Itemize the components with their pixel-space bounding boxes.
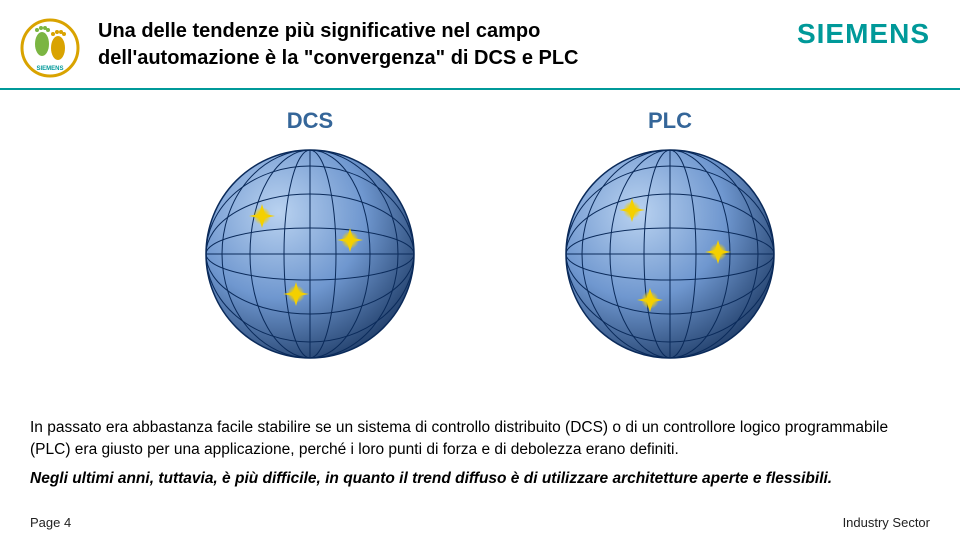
logo-badge: SIEMENS [20, 18, 80, 78]
body-paragraph-1: In passato era abbastanza facile stabili… [30, 417, 930, 462]
dcs-label: DCS [200, 108, 420, 134]
plc-label: PLC [560, 108, 780, 134]
footer-page: Page 4 [30, 515, 71, 530]
diagram-stage: DCS [0, 108, 960, 428]
page-title: Una delle tendenze più significative nel… [98, 18, 579, 72]
body-paragraph-2: Negli ultimi anni, tuttavia, è più diffi… [30, 468, 930, 490]
plc-sphere [560, 144, 780, 364]
dcs-block: DCS [200, 108, 420, 369]
header-rule [0, 88, 960, 90]
plc-block: PLC [560, 108, 780, 369]
logo-small-text: SIEMENS [36, 66, 63, 72]
title-line-2: dell'automazione è la "convergenza" di D… [98, 47, 579, 69]
title-line-1: Una delle tendenze più significative nel… [98, 20, 540, 42]
footprint-icon: SIEMENS [20, 18, 80, 78]
brand-wordmark: SIEMENS [797, 18, 930, 50]
footer-sector: Industry Sector [843, 515, 930, 530]
body-copy: In passato era abbastanza facile stabili… [30, 417, 930, 496]
dcs-sphere [200, 144, 420, 364]
